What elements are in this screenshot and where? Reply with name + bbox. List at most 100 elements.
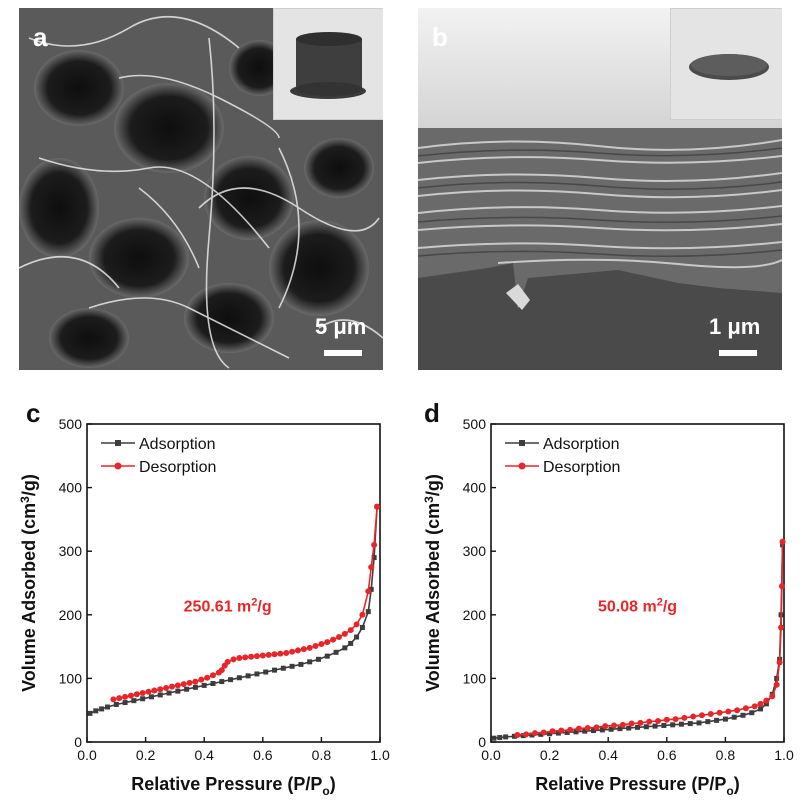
data-point-adsorption <box>359 625 365 631</box>
data-point-desorption <box>769 693 776 700</box>
data-point-desorption <box>778 624 785 631</box>
isotherm-chart-d: 0.0 0.2 0.4 0.6 0.8 1.0 0 100 200 300 400 500 Relati… <box>422 416 794 798</box>
data-point-adsorption <box>763 701 769 707</box>
data-point-desorption <box>110 696 117 703</box>
y-tick-label: 0 <box>74 734 82 750</box>
inset-photo-b <box>670 8 782 120</box>
data-point-desorption <box>198 676 205 683</box>
data-point-adsorption <box>635 724 640 730</box>
data-point-desorption <box>567 726 574 733</box>
inset-photo-a <box>273 8 383 120</box>
data-point-desorption <box>271 651 278 658</box>
data-point-desorption <box>751 703 758 710</box>
data-point-adsorption <box>245 673 251 679</box>
data-point-desorption <box>558 727 565 734</box>
data-point-desorption <box>374 503 381 510</box>
data-point-desorption <box>221 662 228 669</box>
data-point-adsorption <box>705 719 711 725</box>
data-point-desorption <box>619 721 626 728</box>
data-point-desorption <box>779 538 786 545</box>
y-tick-label: 500 <box>463 416 487 432</box>
data-point-adsorption <box>497 735 503 741</box>
data-point-desorption <box>163 684 170 691</box>
data-point-adsorption <box>113 701 119 707</box>
data-point-adsorption <box>555 730 561 736</box>
data-point-adsorption <box>289 663 295 669</box>
data-point-adsorption <box>617 726 623 732</box>
y-tick-label: 200 <box>463 607 487 623</box>
data-point-desorption <box>236 655 243 662</box>
data-point-adsorption <box>740 712 746 718</box>
data-point-adsorption <box>714 717 720 723</box>
data-point-adsorption <box>564 729 570 735</box>
data-point-adsorption <box>210 680 216 686</box>
data-point-desorption <box>365 588 372 595</box>
legend-label-desorption: Desorption <box>139 459 216 476</box>
data-point-desorption <box>306 644 313 651</box>
data-point-desorption <box>133 691 140 698</box>
data-point-adsorption <box>608 726 614 732</box>
y-tick-label: 400 <box>59 480 83 496</box>
data-point-adsorption <box>324 653 330 659</box>
data-point-adsorption <box>99 706 105 712</box>
data-point-adsorption <box>87 710 93 716</box>
data-point-adsorption <box>166 690 172 696</box>
data-point-adsorption <box>219 679 225 685</box>
x-tick-label: 0.6 <box>253 747 273 763</box>
data-point-desorption <box>523 731 530 738</box>
y-tick-label: 200 <box>59 607 83 623</box>
aerogel-cylinder-photo <box>274 9 383 119</box>
sem-image-a: 5 μm <box>19 8 383 370</box>
data-point-adsorption <box>547 731 553 737</box>
x-tick-label: 0.0 <box>481 747 501 763</box>
data-point-adsorption <box>184 686 190 692</box>
x-tick-label: 0.8 <box>716 747 736 763</box>
legend-label-desorption: Desorption <box>543 459 620 476</box>
y-tick-label: 100 <box>463 670 487 686</box>
data-point-desorption <box>742 705 749 712</box>
data-point-adsorption <box>333 649 339 655</box>
x-tick-label: 1.0 <box>774 747 794 763</box>
data-point-adsorption <box>503 734 509 740</box>
data-point-adsorption <box>599 727 605 733</box>
aerogel-film-photo <box>671 9 782 119</box>
data-point-adsorption <box>342 645 348 651</box>
data-point-desorption <box>265 651 272 658</box>
surface-area-annotation: 250.61 m2/g <box>184 597 272 616</box>
data-point-adsorption <box>105 704 111 710</box>
data-point-adsorption <box>140 696 146 702</box>
plot-frame <box>86 423 381 743</box>
data-point-desorption <box>672 716 679 723</box>
data-point-desorption <box>242 654 249 661</box>
data-point-desorption <box>151 687 158 694</box>
data-point-desorption <box>681 714 688 721</box>
panel-letter-a: a <box>33 22 48 52</box>
data-point-desorption <box>157 686 164 693</box>
data-point-desorption <box>371 541 378 548</box>
data-point-desorption <box>628 720 635 727</box>
data-point-adsorption <box>670 722 676 728</box>
data-point-adsorption <box>272 667 278 673</box>
data-point-adsorption <box>696 720 702 726</box>
data-point-desorption <box>312 642 319 649</box>
data-point-adsorption <box>122 700 128 706</box>
data-point-desorption <box>549 728 556 735</box>
data-point-desorption <box>204 674 211 681</box>
data-point-adsorption <box>148 694 154 700</box>
y-tick-label: 300 <box>463 543 487 559</box>
data-point-desorption <box>253 653 260 660</box>
legend-marker-desorption <box>518 462 526 470</box>
data-point-desorption <box>289 648 296 655</box>
data-point-desorption <box>294 647 301 654</box>
data-point-adsorption <box>731 714 737 720</box>
data-point-adsorption <box>722 716 728 722</box>
data-point-desorption <box>637 719 644 726</box>
data-point-desorption <box>209 672 216 679</box>
data-point-desorption <box>230 656 237 663</box>
data-point-desorption <box>778 583 785 590</box>
data-point-desorption <box>174 682 181 689</box>
legend-label-adsorption: Adsorption <box>139 436 216 453</box>
y-axis-label: Volume Adsorbed (cm3/g) <box>18 474 39 692</box>
x-tick-label: 0.6 <box>657 747 677 763</box>
legend-marker-desorption <box>114 462 122 470</box>
